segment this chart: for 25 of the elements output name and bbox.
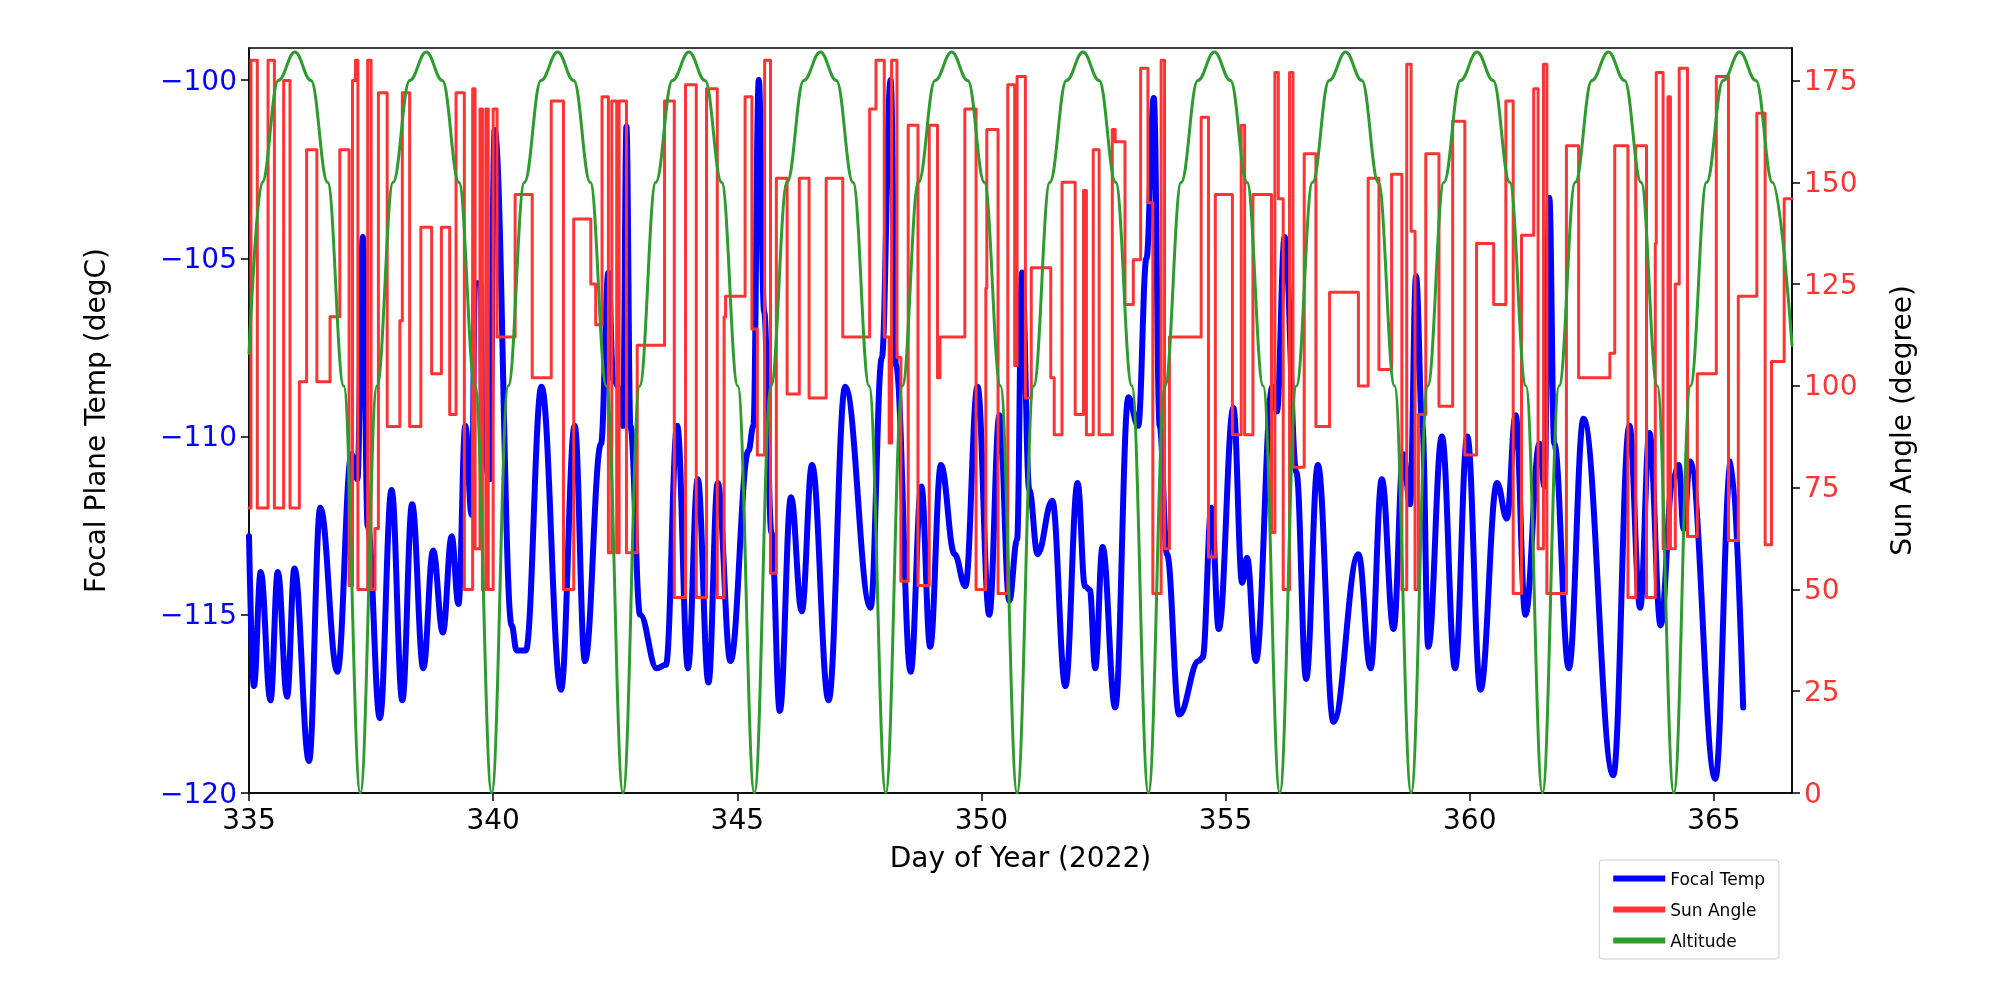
y2-tick-label: 100	[1804, 369, 1858, 403]
y2-tick-label: 50	[1804, 572, 1840, 606]
y2-tick-label: 0	[1804, 776, 1822, 810]
y-tick-label: −100	[160, 63, 237, 97]
x-axis-title: Day of Year (2022)	[889, 840, 1152, 874]
legend-label: Altitude	[1670, 930, 1737, 951]
y2-tick-label: 25	[1804, 674, 1840, 708]
y-axis-title: Focal Plane Temp (degC)	[78, 248, 112, 593]
y-tick-label: −115	[160, 598, 237, 632]
legend-label: Sun Angle	[1670, 899, 1757, 920]
x-tick-label: 335	[222, 802, 276, 836]
x-tick-label: 360	[1443, 802, 1497, 836]
x-tick-label: 340	[466, 802, 520, 836]
y2-tick-label: 125	[1804, 267, 1858, 301]
y2-tick-label: 175	[1804, 64, 1858, 98]
legend-label: Focal Temp	[1670, 868, 1766, 889]
y2-axis-title: Sun Angle (degree)	[1884, 285, 1918, 556]
y2-tick-label: 150	[1804, 165, 1858, 199]
x-tick-label: 365	[1687, 802, 1741, 836]
y2-tick-label: 75	[1804, 471, 1840, 505]
x-tick-label: 345	[710, 802, 765, 836]
y-tick-label: −105	[160, 241, 237, 275]
y-tick-label: −110	[160, 420, 237, 454]
x-tick-label: 355	[1198, 802, 1253, 836]
x-tick-label: 350	[954, 802, 1009, 836]
